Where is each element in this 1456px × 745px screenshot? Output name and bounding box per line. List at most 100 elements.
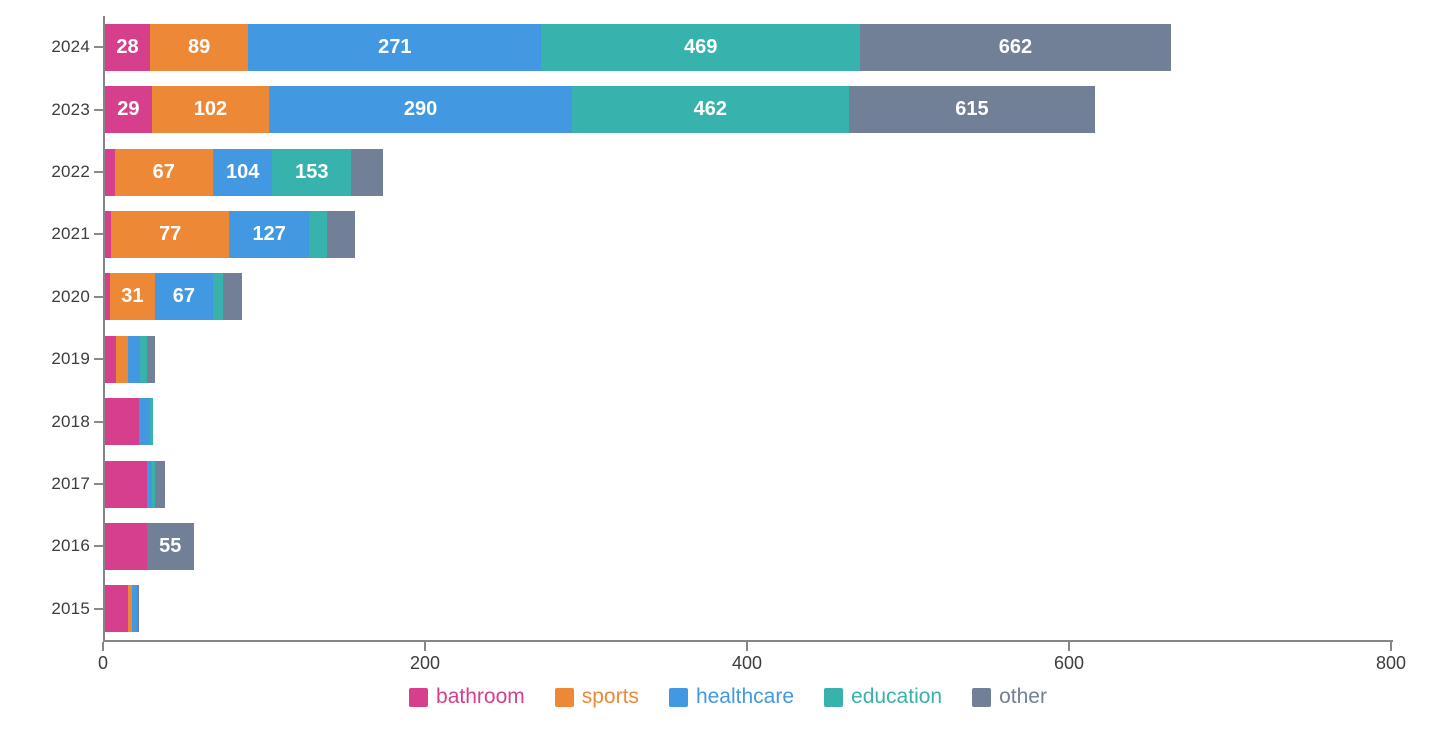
bar-2020: 31 67 xyxy=(105,273,242,321)
y-tick-label: 2017 xyxy=(51,473,90,493)
bar-segment-sports[interactable]: 89 xyxy=(150,23,249,71)
bar-segment-bathroom[interactable] xyxy=(105,522,147,570)
y-tick-mark xyxy=(94,607,103,610)
bar-segment-sports[interactable]: 102 xyxy=(151,86,270,134)
y-tick-mark xyxy=(94,46,103,49)
y-tick-row: 2015 xyxy=(0,578,103,640)
bar-segment-bathroom[interactable] xyxy=(105,210,112,258)
bar-segment-education[interactable] xyxy=(212,273,223,321)
y-tick-row: 2019 xyxy=(0,328,103,390)
x-tick-label: 0 xyxy=(97,653,109,673)
x-tick-mark xyxy=(102,642,104,651)
bar-segment-other[interactable] xyxy=(137,585,139,633)
bar-segment-bathroom[interactable]: 29 xyxy=(105,86,152,134)
bar-2017 xyxy=(105,460,165,508)
bar-segment-bathroom[interactable] xyxy=(105,585,128,633)
legend-swatch-icon xyxy=(972,687,992,707)
y-tick-mark xyxy=(94,482,103,485)
y-tick-row: 2024 xyxy=(0,16,103,78)
bar-segment-other[interactable] xyxy=(154,460,165,508)
bar-2015 xyxy=(105,585,139,633)
x-tick-mark xyxy=(1390,642,1392,651)
y-tick-mark xyxy=(94,170,103,173)
bar-segment-other[interactable] xyxy=(351,148,384,196)
bar-segment-bathroom[interactable] xyxy=(105,335,117,383)
plot-area: 28 89 271 469 662 29 102 290 462 615 67 104 153 77 127… xyxy=(103,16,1393,642)
bar-segment-other[interactable]: 55 xyxy=(146,522,194,570)
x-tick-mark xyxy=(424,642,426,651)
legend-item-bathroom[interactable]: bathroom xyxy=(409,685,525,709)
bar-2023: 29 102 290 462 615 xyxy=(105,86,1096,134)
bar-segment-education[interactable] xyxy=(309,210,328,258)
bar-2019 xyxy=(105,335,155,383)
y-tick-label: 2015 xyxy=(51,598,90,618)
bar-segment-other[interactable]: 662 xyxy=(860,23,1171,71)
bar-segment-healthcare[interactable]: 104 xyxy=(212,148,273,196)
legend-item-sports[interactable]: sports xyxy=(554,685,639,709)
bar-segment-healthcare[interactable]: 67 xyxy=(154,273,213,321)
x-axis: 0 200 400 600 800 xyxy=(98,642,1406,682)
bar-2022: 67 104 153 xyxy=(105,148,384,196)
bar-segment-bathroom[interactable] xyxy=(105,148,115,196)
bar-segment-education[interactable]: 469 xyxy=(541,23,861,71)
y-tick-label: 2022 xyxy=(51,161,90,181)
bar-2018 xyxy=(105,398,154,446)
x-tick-label: 800 xyxy=(1375,653,1407,673)
y-tick-row: 2022 xyxy=(0,141,103,203)
legend-swatch-icon xyxy=(668,687,688,707)
bar-segment-education[interactable]: 153 xyxy=(272,148,352,196)
legend-item-other[interactable]: other xyxy=(972,685,1047,709)
bar-segment-healthcare[interactable]: 127 xyxy=(228,210,310,258)
y-tick-row: 2020 xyxy=(0,266,103,328)
bar-segment-healthcare[interactable]: 290 xyxy=(269,86,572,134)
bar-segment-education[interactable] xyxy=(150,398,154,446)
y-tick-mark xyxy=(94,545,103,548)
y-tick-row: 2018 xyxy=(0,390,103,452)
legend-label: other xyxy=(999,685,1047,708)
bar-segment-bathroom[interactable]: 28 xyxy=(105,23,151,71)
x-tick-mark xyxy=(1068,642,1070,651)
bar-segment-education[interactable] xyxy=(151,460,155,508)
bar-segment-sports[interactable]: 31 xyxy=(109,273,155,321)
legend-item-education[interactable]: education xyxy=(824,685,942,709)
legend-label: education xyxy=(851,685,943,708)
bar-segment-healthcare[interactable]: 271 xyxy=(248,23,542,71)
y-tick-label: 2016 xyxy=(51,536,90,556)
bar-segment-other[interactable] xyxy=(146,335,155,383)
bar-segment-other[interactable] xyxy=(222,273,242,321)
legend: bathroom sports healthcare education other xyxy=(0,685,1456,709)
bar-segment-education[interactable]: 462 xyxy=(571,86,849,134)
bar-segment-other[interactable]: 615 xyxy=(848,86,1096,134)
bar-segment-sports[interactable]: 67 xyxy=(114,148,213,196)
y-axis-labels: 2024 2023 2022 2021 2020 2019 2018 2017 2016 2015 xyxy=(0,16,103,640)
x-tick-label: 600 xyxy=(1053,653,1085,673)
y-tick-row: 2016 xyxy=(0,515,103,577)
legend-item-healthcare[interactable]: healthcare xyxy=(668,685,794,709)
bar-segment-healthcare[interactable] xyxy=(146,460,152,508)
bar-segment-sports[interactable] xyxy=(116,335,128,383)
x-tick-mark xyxy=(746,642,748,651)
y-tick-mark xyxy=(94,420,103,423)
bar-segment-bathroom[interactable] xyxy=(105,398,139,446)
legend-label: bathroom xyxy=(436,685,525,708)
bar-segment-healthcare[interactable] xyxy=(138,398,151,446)
bar-segment-bathroom[interactable] xyxy=(105,460,147,508)
y-tick-label: 2018 xyxy=(51,411,90,431)
legend-swatch-icon xyxy=(554,687,574,707)
bar-segment-education[interactable] xyxy=(140,335,147,383)
x-tick-label: 200 xyxy=(409,653,441,673)
y-tick-mark xyxy=(94,358,103,361)
y-tick-row: 2017 xyxy=(0,453,103,515)
y-tick-mark xyxy=(94,233,103,236)
y-tick-label: 2023 xyxy=(51,99,90,119)
bar-segment-healthcare[interactable] xyxy=(132,585,138,633)
y-tick-label: 2021 xyxy=(51,224,90,244)
x-tick-label: 400 xyxy=(731,653,763,673)
legend-swatch-icon xyxy=(824,687,844,707)
bar-segment-sports[interactable]: 77 xyxy=(111,210,229,258)
bar-segment-healthcare[interactable] xyxy=(127,335,141,383)
bar-segment-other[interactable] xyxy=(327,210,355,258)
bar-segment-sports[interactable] xyxy=(127,585,133,633)
bar-segment-bathroom[interactable] xyxy=(105,273,110,321)
